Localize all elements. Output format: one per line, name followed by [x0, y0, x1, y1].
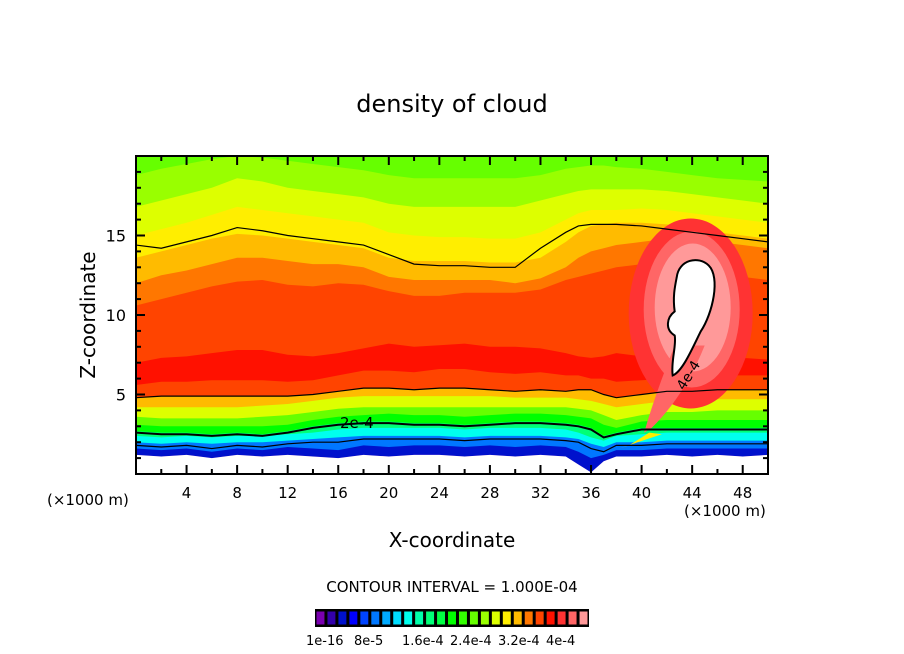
colorbar-swatch	[557, 611, 566, 625]
contour-line	[136, 387, 768, 399]
colorbar-swatch	[327, 611, 336, 625]
y-tick-labels: 5 10 15	[106, 227, 126, 405]
x-tick-label: 32	[531, 484, 550, 502]
contour-line	[136, 422, 768, 439]
x-unit-label-left: (×1000 m)	[47, 491, 129, 509]
colorbar-swatch	[393, 611, 402, 625]
cloud-plume-base	[618, 432, 662, 449]
colorbar-tick-label: 1.6e-4	[402, 634, 444, 649]
colorbar-swatch	[524, 611, 533, 625]
colorbar-swatch	[535, 611, 544, 625]
axis-ticks	[136, 156, 768, 474]
colorbar-tick-label: 3.2e-4	[498, 634, 540, 649]
chart-title: density of cloud	[356, 90, 547, 118]
colorbar-labels: 1e-16 8e-5 1.6e-4 2.4e-4 3.2e-4 4e-4	[306, 634, 575, 649]
x-tick-label: 8	[232, 484, 242, 502]
x-tick-label: 36	[581, 484, 600, 502]
cloud-plume	[644, 345, 705, 433]
colorbar-swatch	[491, 611, 500, 625]
y-tick-label: 5	[116, 386, 126, 405]
contour-line	[136, 223, 768, 268]
colorbar-tick-label: 8e-5	[354, 634, 383, 649]
colorbar-tick-label: 2.4e-4	[450, 634, 492, 649]
y-axis-label: Z-coordinate	[76, 251, 100, 378]
colorbar-swatch	[316, 611, 325, 625]
colorbar-swatch	[338, 611, 347, 625]
colorbar-swatch	[458, 611, 467, 625]
contour-fill-bands	[136, 156, 768, 474]
x-tick-labels: 4 8 12 16 20 24 28 32 36 40 44 48	[182, 484, 752, 502]
colorbar-swatch	[502, 611, 511, 625]
contour-label-2e-4: 2e-4	[340, 414, 374, 432]
contour-interval-text: CONTOUR INTERVAL = 1.000E-04	[326, 578, 577, 596]
x-tick-label: 24	[430, 484, 449, 502]
contour-lines	[136, 223, 768, 453]
cloud-core-4e-4	[666, 259, 716, 377]
y-tick-label: 15	[106, 227, 126, 246]
colorbar-swatch	[480, 611, 489, 625]
x-tick-label: 12	[278, 484, 297, 502]
x-unit-label-right: (×1000 m)	[684, 502, 766, 520]
x-tick-label: 20	[379, 484, 398, 502]
colorbar-swatch	[437, 611, 446, 625]
colorbar-tick-label: 1e-16	[306, 634, 344, 649]
colorbar-swatch	[448, 611, 456, 625]
colorbar-swatch	[404, 611, 413, 625]
cloud-core	[618, 218, 753, 449]
x-axis-label: X-coordinate	[389, 528, 516, 552]
colorbar-swatch	[568, 611, 577, 625]
contour-line	[136, 438, 768, 453]
colorbar-swatch	[415, 611, 424, 625]
colorbar	[315, 609, 589, 627]
colorbar-tick-label: 4e-4	[546, 634, 575, 649]
colorbar-swatch	[579, 611, 588, 625]
x-tick-label: 40	[632, 484, 651, 502]
colorbar-swatch	[546, 611, 555, 625]
x-tick-label: 44	[683, 484, 702, 502]
x-tick-label: 16	[329, 484, 348, 502]
x-tick-label: 28	[480, 484, 499, 502]
colorbar-swatch	[469, 611, 478, 625]
x-tick-label: 48	[733, 484, 752, 502]
colorbar-swatch	[360, 611, 369, 625]
colorbar-swatch	[382, 611, 391, 625]
colorbar-swatch	[513, 611, 522, 625]
colorbar-swatch	[371, 611, 380, 625]
x-tick-label: 4	[182, 484, 192, 502]
colorbar-swatch	[349, 611, 358, 625]
y-tick-label: 10	[106, 306, 126, 325]
colorbar-swatch	[426, 611, 435, 625]
contour-band-empty	[136, 454, 768, 474]
